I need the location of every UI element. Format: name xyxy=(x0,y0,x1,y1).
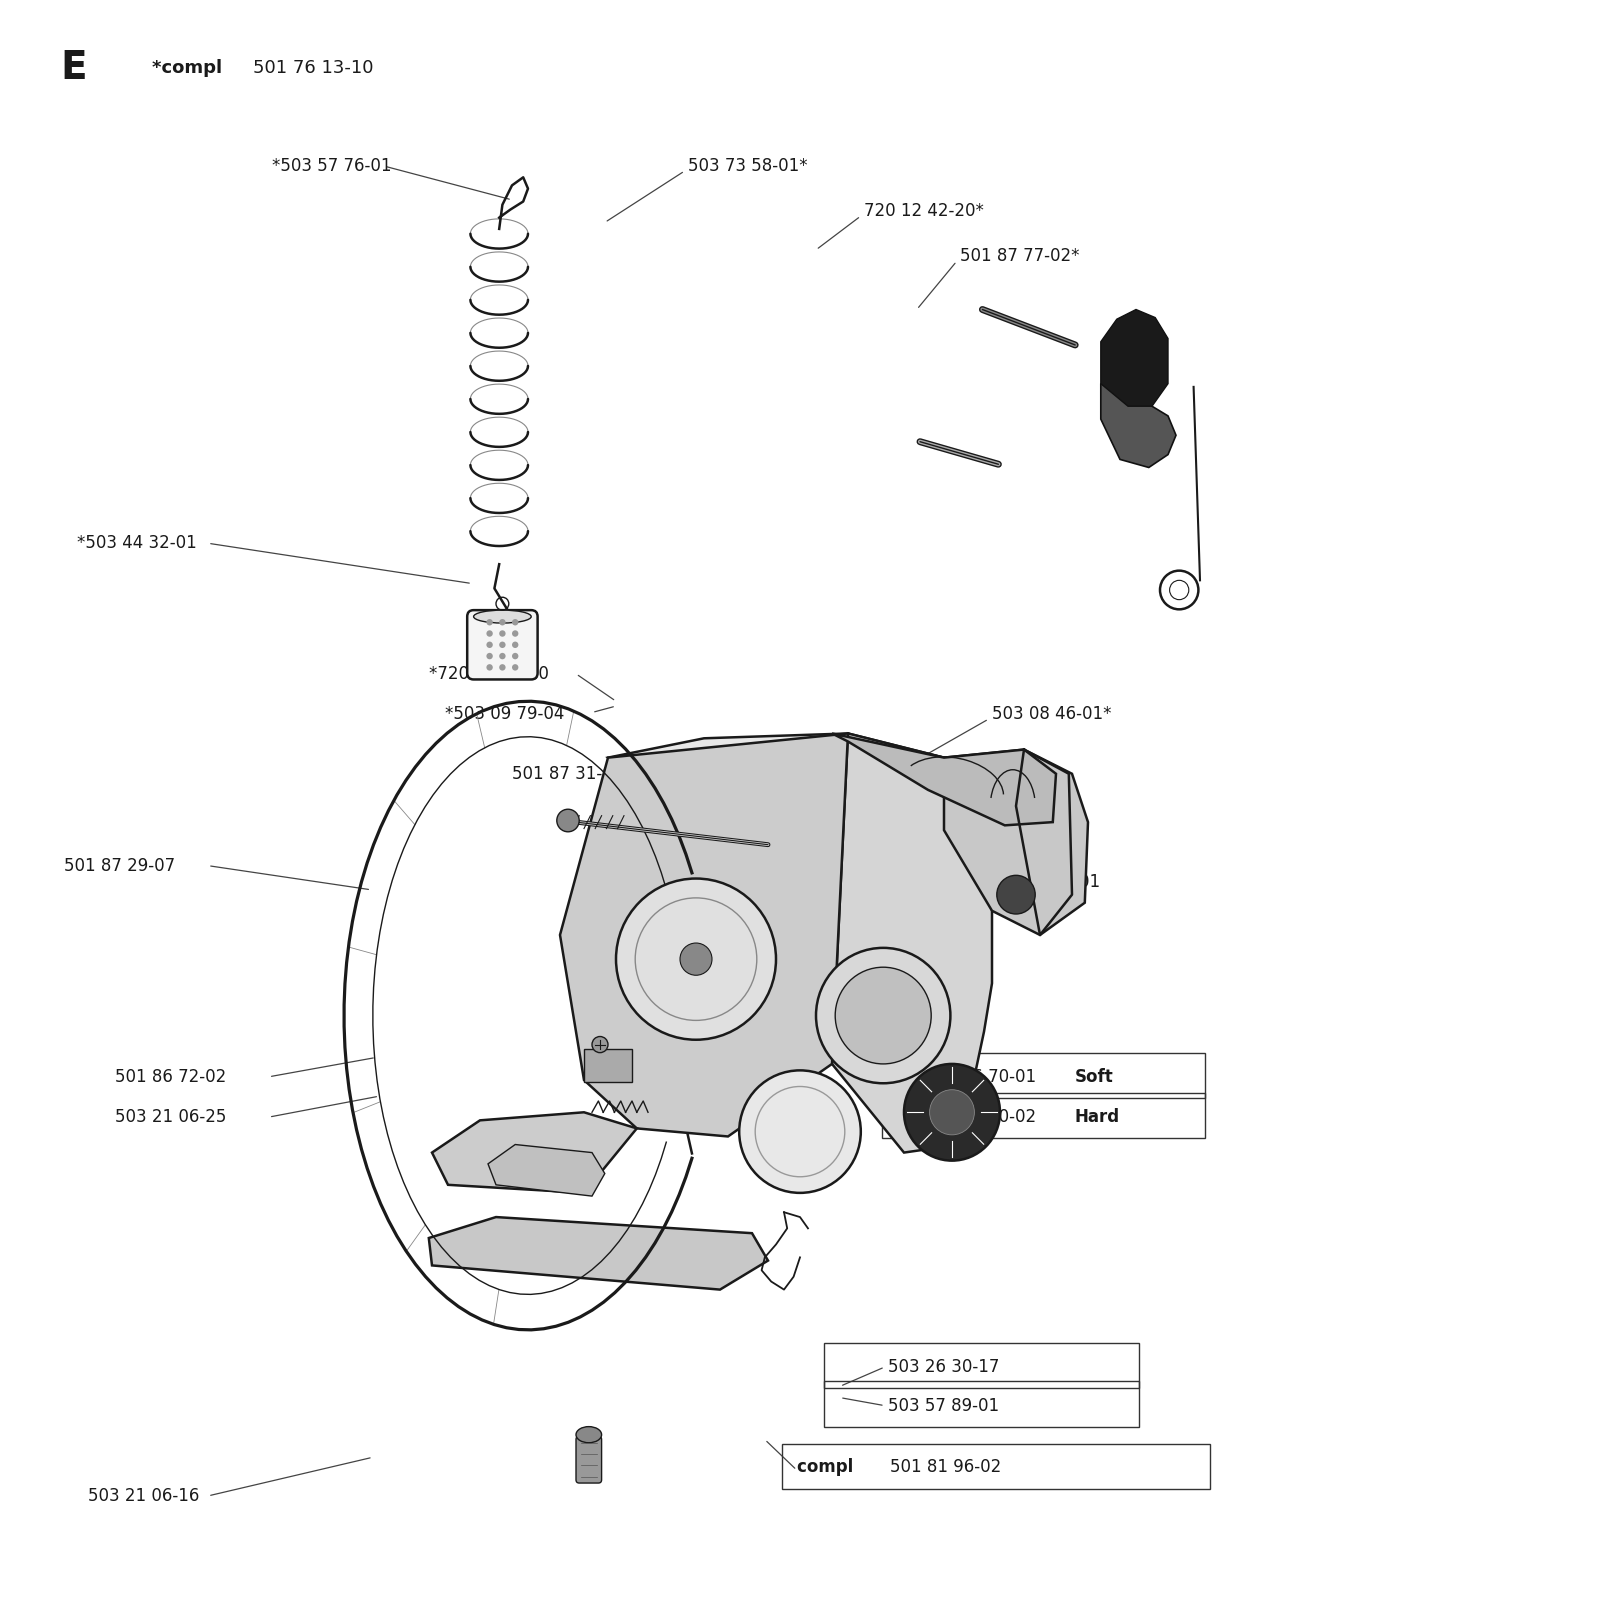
Text: 501 87 31-01*: 501 87 31-01* xyxy=(512,764,632,783)
Circle shape xyxy=(512,619,518,625)
Circle shape xyxy=(499,653,506,659)
Polygon shape xyxy=(429,1217,768,1290)
Text: *compl: *compl xyxy=(152,58,229,77)
Text: *503 44 32-01: *503 44 32-01 xyxy=(77,534,197,553)
Circle shape xyxy=(499,619,506,625)
Text: 503 21 06-25: 503 21 06-25 xyxy=(115,1107,227,1127)
Circle shape xyxy=(486,630,493,637)
Text: 501 81 96-02: 501 81 96-02 xyxy=(890,1457,1002,1477)
Ellipse shape xyxy=(576,1427,602,1443)
Circle shape xyxy=(486,642,493,648)
Circle shape xyxy=(499,664,506,671)
Circle shape xyxy=(486,664,493,671)
Circle shape xyxy=(512,653,518,659)
Text: Soft: Soft xyxy=(1075,1067,1114,1086)
Text: 501 86 72-02: 501 86 72-02 xyxy=(115,1067,227,1086)
Text: 501 87 77-02*: 501 87 77-02* xyxy=(960,247,1080,266)
Text: Hard: Hard xyxy=(1075,1107,1120,1127)
Circle shape xyxy=(680,943,712,975)
Text: 501 86 70-01: 501 86 70-01 xyxy=(925,1067,1042,1086)
Circle shape xyxy=(512,664,518,671)
Text: 501 87 29-07: 501 87 29-07 xyxy=(64,856,174,875)
Circle shape xyxy=(512,642,518,648)
Text: *503 57 76-01: *503 57 76-01 xyxy=(272,156,392,176)
Ellipse shape xyxy=(474,611,531,624)
Text: 501 86 70-02: 501 86 70-02 xyxy=(925,1107,1042,1127)
Text: 503 26 30-17: 503 26 30-17 xyxy=(888,1357,1000,1377)
Circle shape xyxy=(592,1037,608,1053)
Text: 503 40 47-01: 503 40 47-01 xyxy=(989,872,1099,891)
Text: 503 21 06-16: 503 21 06-16 xyxy=(88,1486,200,1506)
Text: 720 12 42-20*: 720 12 42-20* xyxy=(864,202,984,221)
Circle shape xyxy=(816,948,950,1083)
Circle shape xyxy=(486,619,493,625)
Text: 503 57 89-01: 503 57 89-01 xyxy=(888,1396,998,1415)
Circle shape xyxy=(557,809,579,832)
FancyBboxPatch shape xyxy=(576,1436,602,1483)
Polygon shape xyxy=(432,1112,637,1193)
Text: 503 08 46-01*: 503 08 46-01* xyxy=(992,704,1112,724)
Circle shape xyxy=(904,1064,1000,1161)
Polygon shape xyxy=(1101,310,1168,406)
Circle shape xyxy=(930,1090,974,1135)
Text: E: E xyxy=(61,48,88,87)
Circle shape xyxy=(739,1070,861,1193)
Text: compl: compl xyxy=(797,1457,859,1477)
Text: 501 76 13-10: 501 76 13-10 xyxy=(253,58,373,77)
Bar xyxy=(584,1049,632,1082)
Circle shape xyxy=(499,630,506,637)
Circle shape xyxy=(486,653,493,659)
FancyBboxPatch shape xyxy=(467,609,538,680)
Polygon shape xyxy=(832,733,1056,825)
Circle shape xyxy=(616,879,776,1040)
Circle shape xyxy=(499,642,506,648)
Polygon shape xyxy=(560,733,848,1136)
Circle shape xyxy=(835,967,931,1064)
Text: *503 09 79-04: *503 09 79-04 xyxy=(445,704,565,724)
Polygon shape xyxy=(944,750,1088,935)
Text: *: * xyxy=(717,851,725,870)
Circle shape xyxy=(512,630,518,637)
Polygon shape xyxy=(832,733,992,1153)
Polygon shape xyxy=(488,1145,605,1196)
Polygon shape xyxy=(608,733,992,838)
Text: 503 73 58-01*: 503 73 58-01* xyxy=(688,156,808,176)
Circle shape xyxy=(997,875,1035,914)
Text: *720 13 15-20: *720 13 15-20 xyxy=(429,664,549,683)
Polygon shape xyxy=(1101,384,1176,467)
